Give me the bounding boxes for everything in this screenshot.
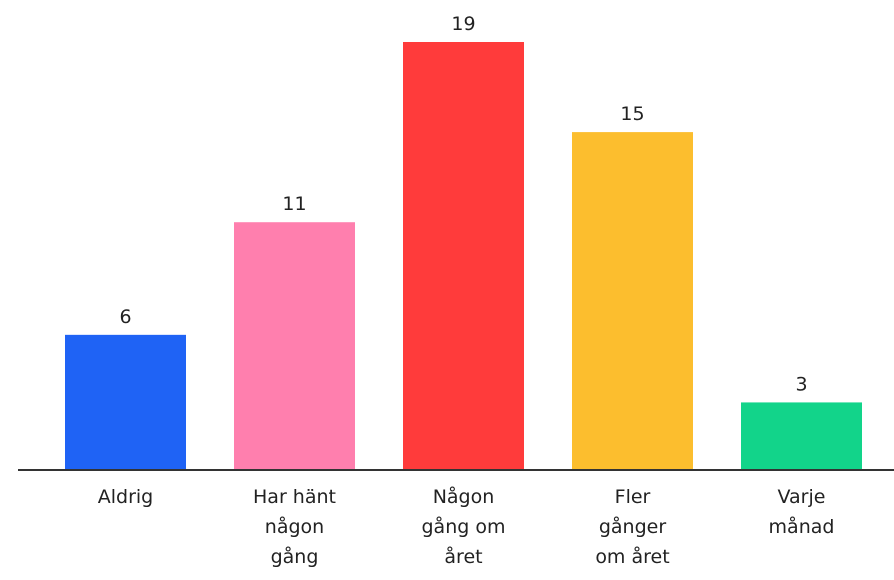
- x-tick-label: Varje månad: [768, 486, 835, 538]
- value-label: 3: [795, 373, 807, 395]
- bar: [65, 334, 186, 470]
- value-label: 11: [282, 193, 306, 215]
- x-tick-label: Har hänt någon gång: [253, 486, 336, 568]
- bar: [572, 132, 693, 470]
- x-tick-label: Fler gånger om året: [595, 486, 670, 568]
- value-label: 6: [119, 306, 131, 328]
- bar: [403, 42, 524, 470]
- bar: [741, 402, 862, 470]
- x-tick-label: Någon gång om året: [421, 486, 506, 568]
- value-label: 15: [620, 103, 644, 125]
- value-label: 19: [451, 13, 475, 35]
- bar: [234, 222, 355, 470]
- x-tick-label: Aldrig: [97, 486, 154, 508]
